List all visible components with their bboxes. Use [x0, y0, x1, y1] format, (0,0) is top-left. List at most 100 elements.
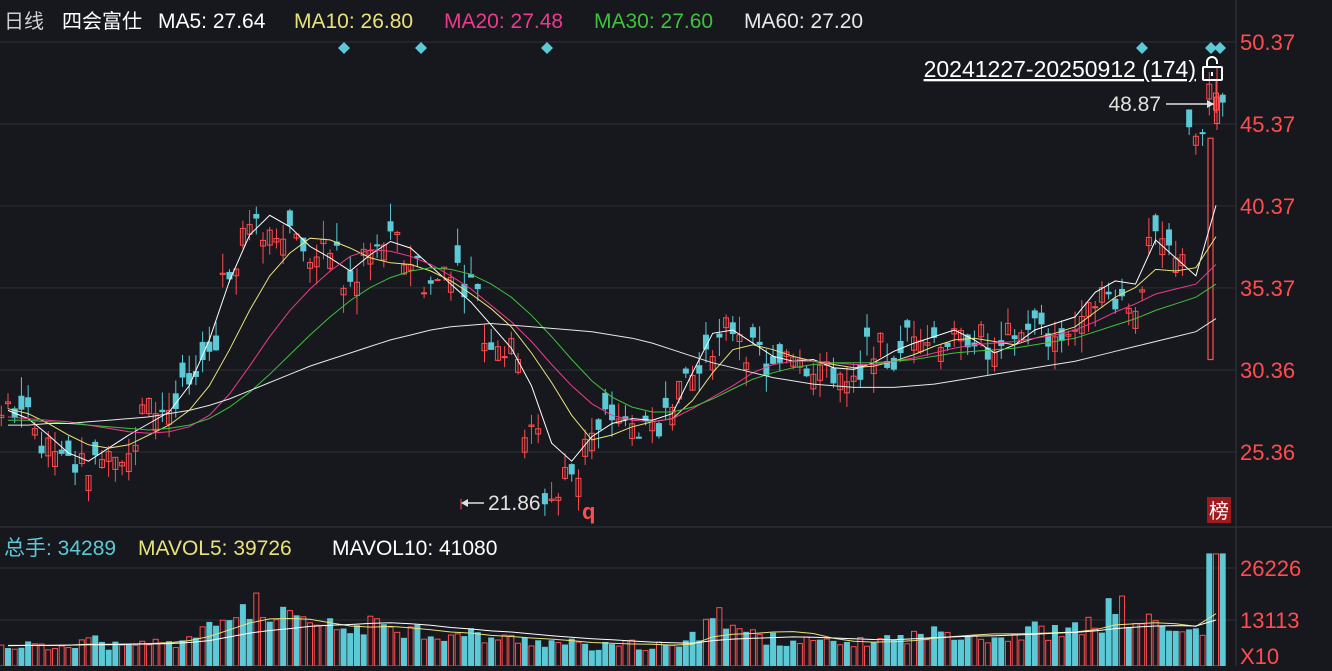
volume-bar: [159, 642, 166, 667]
volume-bar: [213, 625, 220, 667]
low-price-value: 21.86: [488, 492, 541, 515]
volume-axis: 26226 13113 X10: [1240, 556, 1301, 669]
candle-body: [1192, 135, 1199, 146]
volume-bar: [508, 634, 515, 667]
volume-bar: [957, 639, 964, 667]
candle-body: [1031, 310, 1038, 319]
volume-bar: [864, 645, 871, 667]
volume-bar: [776, 645, 783, 667]
event-marker-diamond[interactable]: [541, 42, 553, 54]
candle-body: [991, 351, 998, 367]
event-marker-diamond[interactable]: [1214, 42, 1226, 54]
volume-bar: [575, 641, 582, 667]
bang-badge[interactable]: 榜: [1207, 497, 1231, 523]
volume-bar: [528, 645, 535, 667]
candle-body: [911, 336, 917, 351]
candlestick-series: [0, 66, 1226, 516]
candle-body: [1139, 289, 1146, 293]
volume-bar: [414, 624, 421, 667]
candle-body: [629, 423, 636, 439]
volume-bar: [380, 624, 387, 667]
volume-bar: [219, 619, 226, 667]
volume-bar: [31, 643, 38, 667]
volume-bar: [548, 640, 555, 667]
lock-icon[interactable]: [1202, 56, 1223, 81]
volume-bars: [0, 553, 1236, 667]
volume-bar: [1132, 622, 1139, 667]
candle-body: [568, 464, 575, 475]
volume-bar: [964, 636, 971, 667]
volume-bar: [521, 637, 528, 667]
volume-bar: [307, 622, 313, 667]
candle-body: [400, 264, 407, 275]
volume-bar: [1179, 631, 1186, 667]
candle-body: [696, 365, 703, 374]
candle-body: [743, 362, 750, 371]
volume-bar: [911, 630, 917, 667]
candle-body: [427, 280, 434, 284]
volume-bar: [843, 641, 850, 667]
volume-bar: [1051, 624, 1058, 667]
ma-legend-item: MA30: 27.60: [594, 10, 713, 33]
volume-bar: [535, 640, 542, 667]
candle-body: [286, 210, 293, 226]
candle-body: [501, 356, 508, 359]
candle-body: [266, 229, 273, 246]
event-marker-diamond[interactable]: [338, 42, 350, 54]
event-markers[interactable]: [338, 42, 1226, 54]
volume-bar: [890, 639, 897, 667]
volume-bar: [447, 634, 454, 667]
volume-bar: [1098, 632, 1105, 667]
ma-legend-item: MA5: 27.64: [158, 10, 266, 33]
volume-bar: [1186, 629, 1193, 667]
candle-body: [535, 428, 542, 435]
volume-bar: [340, 628, 347, 667]
q-marker[interactable]: q: [582, 499, 595, 524]
candle-body: [5, 401, 11, 405]
candle-body: [1152, 215, 1159, 232]
candle-body: [380, 244, 387, 261]
volume-bar: [273, 619, 280, 667]
volume-bar: [206, 621, 213, 667]
volume-bar: [729, 624, 736, 667]
candle-body: [763, 363, 770, 376]
volume-bar: [635, 649, 642, 667]
candle-body: [749, 327, 756, 338]
volume-bar: [494, 639, 501, 667]
candle-body: [1092, 306, 1099, 309]
period-label[interactable]: 日线: [4, 10, 44, 33]
candle-body: [273, 237, 280, 243]
volume-bar: [92, 635, 99, 667]
volume-bar: [1031, 621, 1038, 667]
event-marker-diamond[interactable]: [1136, 42, 1148, 54]
low-price-marker: 21.86: [461, 492, 541, 515]
volume-bar: [347, 633, 354, 667]
volume-bar: [454, 633, 461, 667]
volume-bar: [541, 646, 548, 667]
volume-bar: [924, 639, 931, 667]
candle-body: [729, 322, 736, 335]
volume-bar: [360, 634, 367, 667]
volume-bar: [676, 646, 683, 667]
candle-body: [555, 496, 562, 501]
candle-body: [830, 367, 837, 384]
candle-body: [957, 330, 964, 342]
ma-legend-item: MA60: 27.20: [744, 10, 863, 33]
volume-bar: [850, 646, 857, 667]
volume-bar: [11, 648, 18, 667]
event-marker-diamond[interactable]: [415, 42, 427, 54]
volume-bar: [562, 644, 569, 667]
volume-bar: [662, 644, 669, 667]
event-marker-diamond[interactable]: [1205, 42, 1217, 54]
date-range-label[interactable]: 20241227-20250912 (174): [924, 56, 1196, 82]
candle-body: [562, 467, 569, 479]
candle-body: [595, 419, 602, 430]
candle-body: [145, 398, 152, 415]
candle-body: [125, 453, 132, 472]
high-price-marker: 48.87: [1108, 93, 1214, 116]
candle-body: [642, 415, 649, 422]
volume-bar: [830, 640, 837, 667]
volume-tick-label: 26226: [1240, 556, 1301, 581]
